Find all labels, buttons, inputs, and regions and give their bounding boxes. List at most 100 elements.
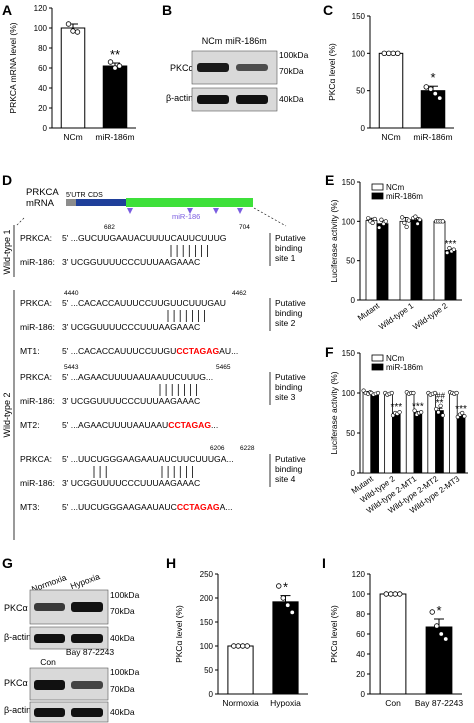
y-tick-label: 100	[342, 217, 356, 226]
blot-protein-label: PKCα	[170, 63, 194, 73]
mir-label: miR-186	[172, 212, 200, 221]
site-label: site 1	[275, 253, 296, 263]
legend-swatch	[371, 363, 384, 371]
utr3-segment	[126, 198, 253, 207]
site-label: Putative	[275, 298, 306, 308]
bar	[433, 220, 446, 301]
mutant-suffix: ...	[211, 420, 218, 430]
mutant-prefix: 5' ...AGAACUUUUAAUAAU	[62, 420, 168, 430]
data-point	[392, 591, 398, 597]
seq-label: miR-186:	[20, 478, 55, 488]
base-pair-lines	[170, 245, 209, 257]
x-tick-label: Bay 87-2243	[415, 698, 463, 708]
mutant-suffix: AU...	[219, 346, 238, 356]
position-label: 704	[239, 224, 250, 231]
mutant-sequence: 5' ...UUCUGGGAAGAAUAUCCCTAGAGA...	[62, 502, 233, 512]
site-label: site 3	[275, 392, 296, 402]
data-point	[74, 29, 81, 35]
mutation-highlight: CCTAGAG	[176, 346, 219, 356]
position-label: 4440	[64, 290, 79, 297]
blot-marker-label: 100kDa	[110, 667, 140, 677]
data-point	[440, 219, 445, 224]
position-label: 6228	[240, 445, 255, 452]
blot-marker-label: 40kDa	[279, 94, 304, 104]
y-tick-label: 50	[356, 87, 365, 96]
significance-mark: ***	[390, 402, 402, 413]
y-tick-label: 0	[43, 124, 48, 133]
y-tick-label: 0	[209, 690, 214, 699]
data-point	[377, 225, 382, 230]
y-tick-label: 60	[356, 630, 365, 639]
blot-band	[34, 680, 65, 690]
mutant-prefix: 5' ...CACACCAUUUCCUUGU	[62, 346, 176, 356]
data-point	[372, 216, 377, 222]
gene-label: PRKCA	[26, 187, 59, 198]
chart-pkca-level-bay: 0 20 40 60 80 100 120 PKCα level (%) Con * Bay 87-…	[329, 570, 463, 708]
bar	[362, 391, 372, 474]
bar	[365, 220, 378, 301]
y-axis-label: PKCα level (%)	[327, 43, 337, 101]
mutant-sequence: 5' ...AGAACUUUUAAUAAUCCTAGAG...	[62, 420, 218, 430]
y-tick-label: 0	[361, 124, 366, 133]
y-axis-label: PRKCA mRNA level (%)	[8, 22, 18, 113]
blot-lane-label: miR-186m	[225, 36, 267, 46]
mutation-highlight: CCTAGAG	[177, 502, 220, 512]
x-tick-label: Hypoxia	[270, 698, 301, 708]
data-point	[366, 216, 371, 221]
panel-letter-e: E	[325, 172, 334, 188]
blot-band	[34, 634, 65, 643]
position-label: 6206	[210, 445, 225, 452]
blot-protein-label: β-actin	[4, 632, 31, 642]
blot-marker-label: 70kDa	[279, 66, 304, 76]
panel-letter-c: C	[323, 2, 333, 18]
bar	[456, 414, 466, 474]
data-point	[451, 247, 456, 252]
data-point	[402, 220, 407, 226]
blot-band	[71, 681, 103, 689]
legend-label: miR-186m	[386, 363, 423, 372]
data-point	[460, 410, 465, 416]
data-point	[443, 636, 449, 642]
y-tick-label: 50	[204, 666, 213, 675]
x-tick-label: NCm	[381, 132, 400, 142]
chart-pkca-level-mirna: 0 50 100 150 PKCα level (%) NCm * miR-186m	[327, 12, 454, 142]
group-label-wildtype1: Wild-type 1	[2, 229, 12, 274]
data-point	[112, 65, 118, 71]
data-point	[389, 390, 394, 396]
y-tick-label: 20	[356, 670, 365, 679]
base-pair-lines	[93, 466, 107, 478]
data-point	[404, 224, 409, 229]
significance-mark: ***	[445, 239, 457, 250]
bar	[435, 410, 444, 474]
site-label: binding	[275, 308, 303, 318]
base-pair-lines	[167, 310, 206, 322]
data-point	[429, 609, 435, 615]
blot-band	[34, 708, 65, 717]
data-point	[454, 390, 459, 396]
data-point	[65, 21, 72, 27]
site-label: site 2	[275, 318, 296, 328]
binding-site-marker	[127, 208, 133, 214]
y-tick-label: 100	[342, 389, 356, 398]
y-tick-label: 50	[346, 257, 355, 266]
data-point	[375, 390, 381, 396]
panel-letter-g: G	[2, 555, 13, 571]
position-label: 4462	[232, 290, 247, 297]
bar	[391, 413, 401, 474]
data-point	[280, 595, 286, 601]
data-point	[462, 414, 467, 419]
data-point	[383, 591, 389, 597]
binding-site-marker	[187, 208, 193, 214]
x-tick-label: Con	[385, 698, 401, 708]
blot-marker-label: 100kDa	[110, 590, 140, 600]
x-tick-label: miR-186m	[413, 132, 452, 142]
data-point	[244, 643, 250, 649]
mutant-sequence: 5' ...CACACCAUUUCCUUGUCCTAGAGAU...	[62, 346, 238, 356]
blot-lane-label: Hypoxia	[69, 571, 102, 591]
data-point	[413, 214, 418, 219]
legend-label: NCm	[386, 354, 405, 363]
legend-label: NCm	[386, 183, 405, 192]
blot-marker-label: 40kDa	[110, 633, 135, 643]
significance-mark: ***	[412, 401, 424, 412]
